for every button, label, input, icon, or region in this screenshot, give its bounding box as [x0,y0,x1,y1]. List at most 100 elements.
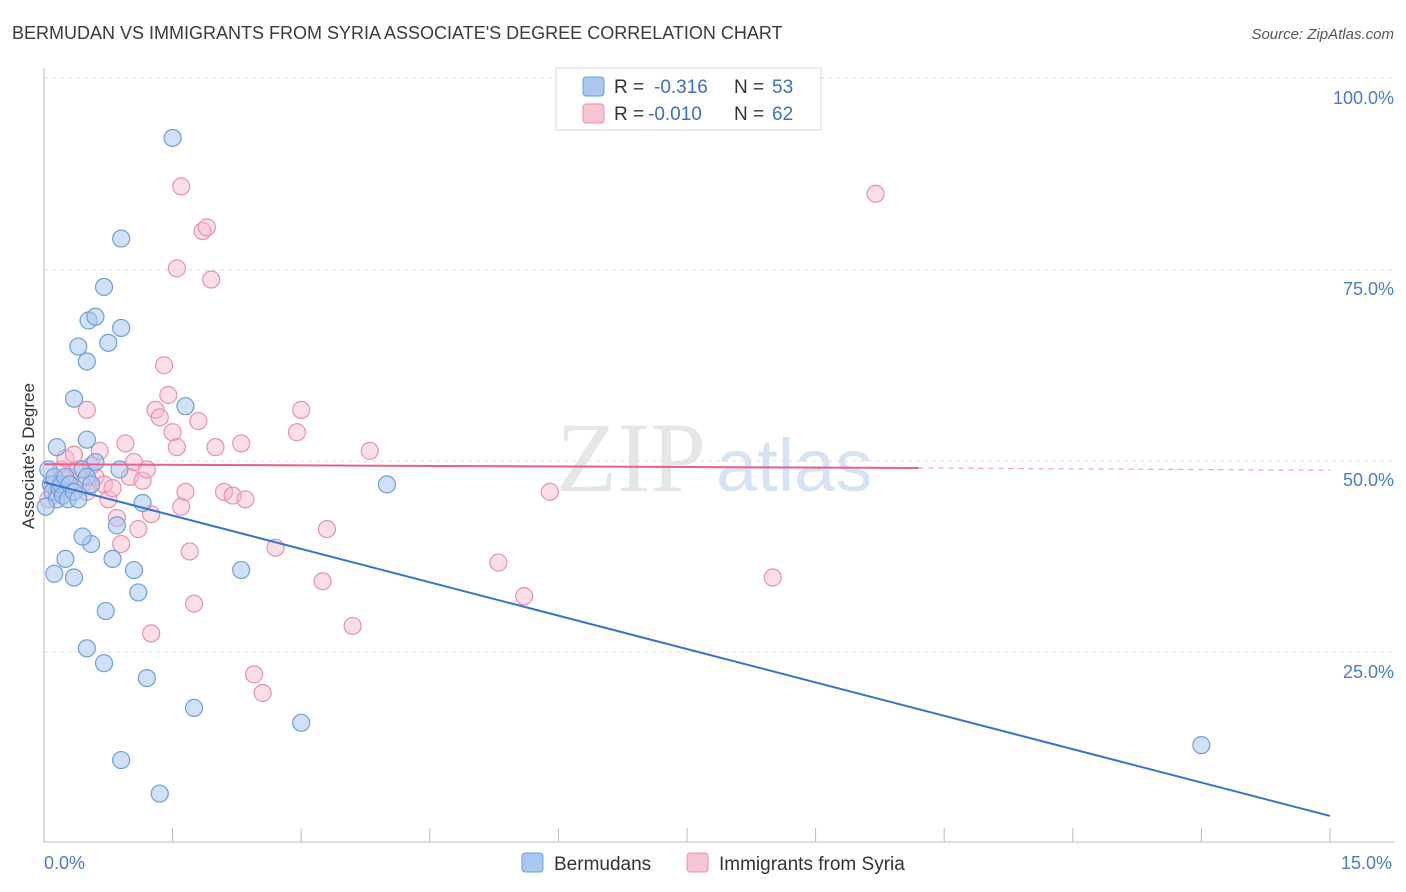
legend-syria-label: Immigrants from Syria [719,854,905,875]
bermudans-point [64,568,84,587]
watermark: ZIP atlas [556,402,872,513]
syria-point [343,616,362,636]
x-tick-label-right: 15.0% [1341,853,1392,873]
bermudans-point [36,497,55,516]
syria-point [197,218,216,237]
y-axis-label: Associate's Degree [19,383,38,529]
syria-point [292,400,311,419]
chart-title: BERMUDAN VS IMMIGRANTS FROM SYRIA ASSOCI… [12,23,783,43]
bermudans-point [137,668,156,688]
legend-syria-swatch [686,852,709,873]
stats-legend: R = -0.316 N = 53 R = -0.010 N = 62 [555,67,822,131]
y-tick-label-75: 75.0% [1343,279,1394,299]
bermudans-point [69,337,88,356]
trend-lines [43,463,1331,817]
syria-point [540,482,559,501]
bermudans-point [377,475,397,494]
syria-point [232,434,251,453]
stats-n-label-2: N = [734,104,764,125]
syria-point [77,400,96,419]
syria-point [172,497,191,516]
syria-point [137,460,156,479]
bermudans-point [176,397,195,416]
syria-point [116,434,135,453]
syria-point [150,408,169,427]
bermudans-point [94,654,114,673]
bermudans-point [129,583,148,602]
series-legend: Bermudans Immigrants from Syria [521,852,905,875]
bermudans-point [94,277,114,297]
x-tick-label-left: 0.0% [44,853,85,873]
bermudans-point [1192,736,1211,755]
bermudans-point [86,307,105,326]
bermudans-point [150,784,169,803]
tick-labels: 100.0% 75.0% 50.0% 25.0% 0.0% 15.0% [44,88,1394,873]
legend-bermudans-label: Bermudans [554,854,651,875]
syria-point [236,490,255,509]
bermudans-point [77,352,96,371]
syria-point [163,423,182,442]
bermudans-point [110,460,129,479]
bermudans-point [232,560,251,580]
syria-trend-line-extension [918,467,1331,471]
bermudans-point [112,750,131,770]
syria-point [184,594,204,613]
y-tick-label-50: 50.0% [1343,470,1394,490]
syria-point [133,471,152,490]
syria-point [103,479,122,498]
syria-point [360,441,379,460]
stats-legend-pink-swatch [582,103,605,124]
syria-point [64,445,84,464]
syria-point [167,438,186,457]
syria-point [489,553,508,572]
chart-source: Source: ZipAtlas.com [1251,26,1394,43]
bermudans-trend-line [43,481,1331,817]
bermudans-point [64,389,84,408]
syria-point [515,587,534,606]
syria-point [142,624,161,643]
watermark-atlas: atlas [716,424,872,507]
watermark-zip: ZIP [556,402,706,513]
y-tick-label-25: 25.0% [1343,662,1394,682]
syria-point [176,482,195,501]
bermudans-point [112,318,131,338]
syria-point [202,270,221,289]
stats-n-label-1: N = [734,77,764,98]
bermudans-point [47,438,66,457]
bermudans-point [292,713,311,732]
y-tick-label-100: 100.0% [1333,88,1394,108]
syria-trend-line [43,463,919,470]
syria-point [253,683,272,703]
bermudans-point [86,452,105,472]
syria-point [189,411,208,431]
stats-n-value-2: 62 [772,104,793,125]
syria-point [180,542,199,561]
syria-point [172,177,191,196]
bermudans-point [73,527,92,546]
syria-point [154,356,174,375]
stats-legend-blue-swatch [582,76,605,97]
bermudans-point [112,229,131,248]
axes [43,68,1394,843]
bermudans-point [45,564,64,583]
bermudans-point [56,549,75,569]
stats-n-value-1: 53 [772,77,793,98]
bermudans-point [107,516,126,535]
bermudans-point [77,430,96,449]
syria-point [129,519,148,539]
syria-point [112,534,131,554]
stats-r-label-2: R = [614,104,644,125]
syria-point [206,438,225,457]
syria-point [317,519,337,539]
bermudans-point [82,475,101,494]
syria-point [167,259,186,278]
syria-point [244,665,264,684]
bermudans-point [77,639,96,658]
stats-r-value-1: -0.316 [654,77,708,98]
legend-bermudans-swatch [521,852,544,873]
bermudans-point [124,560,144,580]
bermudans-point [184,698,204,718]
stats-r-label-1: R = [614,77,644,98]
bermudans-point [163,128,182,148]
